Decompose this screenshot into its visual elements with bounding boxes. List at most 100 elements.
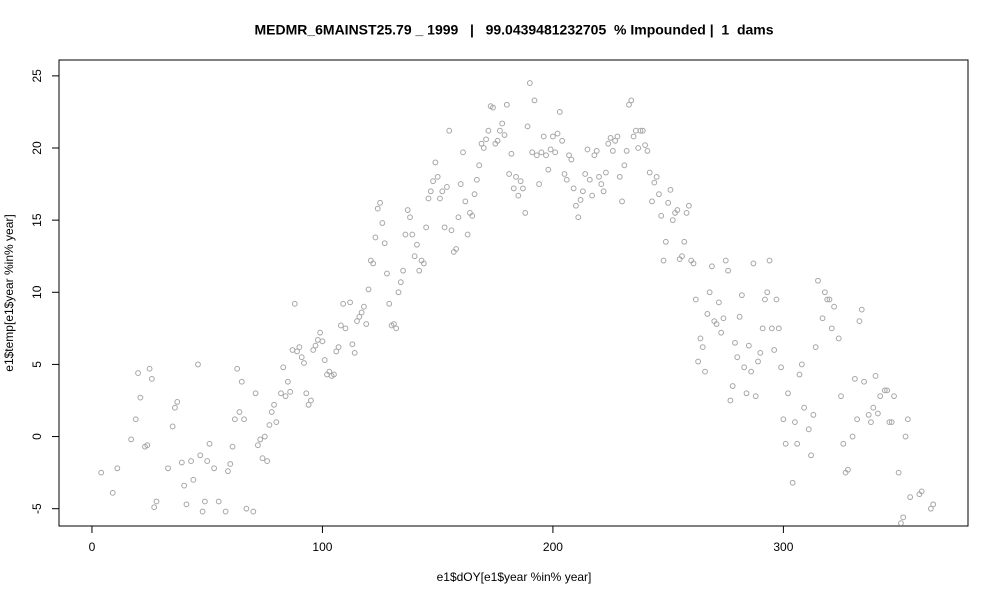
y-tick-label: 20 bbox=[30, 141, 44, 155]
point bbox=[831, 303, 837, 310]
point bbox=[743, 390, 750, 397]
point bbox=[556, 109, 563, 115]
point bbox=[524, 123, 531, 130]
point bbox=[455, 214, 462, 221]
point bbox=[423, 224, 430, 231]
point bbox=[904, 416, 911, 423]
point bbox=[720, 315, 727, 322]
point bbox=[513, 173, 519, 180]
point bbox=[321, 357, 328, 363]
point bbox=[563, 176, 570, 183]
point bbox=[635, 145, 642, 151]
point bbox=[273, 419, 280, 426]
point bbox=[589, 192, 595, 199]
point bbox=[259, 455, 266, 462]
point bbox=[762, 296, 768, 303]
point bbox=[453, 246, 460, 252]
point bbox=[190, 476, 197, 483]
point bbox=[685, 202, 692, 209]
point bbox=[815, 277, 821, 284]
point bbox=[586, 176, 593, 183]
point bbox=[349, 341, 356, 348]
point bbox=[884, 387, 891, 394]
point bbox=[886, 419, 893, 426]
point bbox=[462, 198, 469, 205]
point bbox=[425, 195, 432, 202]
point bbox=[471, 191, 478, 198]
point bbox=[626, 101, 632, 108]
point bbox=[146, 365, 153, 372]
point bbox=[895, 469, 902, 476]
point bbox=[870, 404, 877, 411]
point bbox=[764, 289, 771, 296]
point bbox=[637, 127, 644, 134]
point bbox=[656, 191, 662, 198]
point bbox=[835, 335, 842, 342]
point bbox=[326, 368, 333, 375]
point bbox=[305, 401, 312, 408]
point bbox=[554, 130, 561, 137]
point bbox=[695, 358, 702, 365]
point bbox=[674, 207, 681, 213]
point bbox=[499, 120, 506, 127]
point bbox=[819, 315, 826, 322]
point bbox=[628, 97, 635, 104]
point bbox=[821, 289, 828, 296]
point bbox=[812, 344, 819, 351]
point bbox=[340, 300, 347, 307]
point bbox=[907, 494, 914, 501]
point bbox=[734, 354, 741, 361]
point bbox=[181, 482, 188, 489]
point bbox=[692, 296, 699, 303]
x-tick-label: 100 bbox=[312, 540, 332, 554]
point bbox=[598, 181, 605, 187]
point bbox=[137, 394, 144, 401]
point bbox=[796, 371, 803, 378]
point bbox=[605, 140, 612, 147]
point bbox=[745, 342, 752, 349]
plot-frame bbox=[58, 59, 969, 527]
point bbox=[780, 416, 787, 423]
point bbox=[407, 214, 413, 221]
y-tick-label: 15 bbox=[30, 213, 44, 227]
point bbox=[614, 133, 621, 140]
point bbox=[287, 388, 294, 395]
point bbox=[430, 178, 436, 185]
x-tick-label: 200 bbox=[543, 540, 563, 554]
point bbox=[252, 390, 259, 397]
point bbox=[243, 505, 250, 512]
point bbox=[381, 240, 388, 247]
point bbox=[736, 313, 743, 320]
point bbox=[662, 238, 669, 245]
point bbox=[480, 145, 487, 151]
point bbox=[766, 257, 773, 264]
point bbox=[490, 104, 496, 111]
point bbox=[128, 436, 135, 443]
point bbox=[271, 401, 277, 408]
point bbox=[241, 416, 247, 423]
point bbox=[448, 227, 455, 234]
point bbox=[261, 433, 268, 440]
point bbox=[446, 127, 453, 134]
point bbox=[409, 231, 416, 238]
point bbox=[437, 195, 443, 202]
point bbox=[540, 133, 547, 140]
point bbox=[420, 260, 427, 267]
point bbox=[151, 504, 158, 511]
point bbox=[342, 325, 349, 332]
point bbox=[494, 137, 501, 144]
point bbox=[178, 459, 185, 466]
point bbox=[810, 412, 817, 418]
point bbox=[582, 171, 589, 177]
point bbox=[386, 300, 393, 307]
point bbox=[577, 197, 584, 203]
point bbox=[861, 378, 867, 385]
y-tick-label: 10 bbox=[30, 285, 44, 299]
y-tick-label: 25 bbox=[30, 69, 44, 83]
point bbox=[801, 404, 808, 411]
point bbox=[547, 146, 554, 153]
point bbox=[828, 325, 835, 332]
point bbox=[478, 140, 485, 147]
point bbox=[543, 152, 549, 159]
point bbox=[849, 433, 856, 440]
